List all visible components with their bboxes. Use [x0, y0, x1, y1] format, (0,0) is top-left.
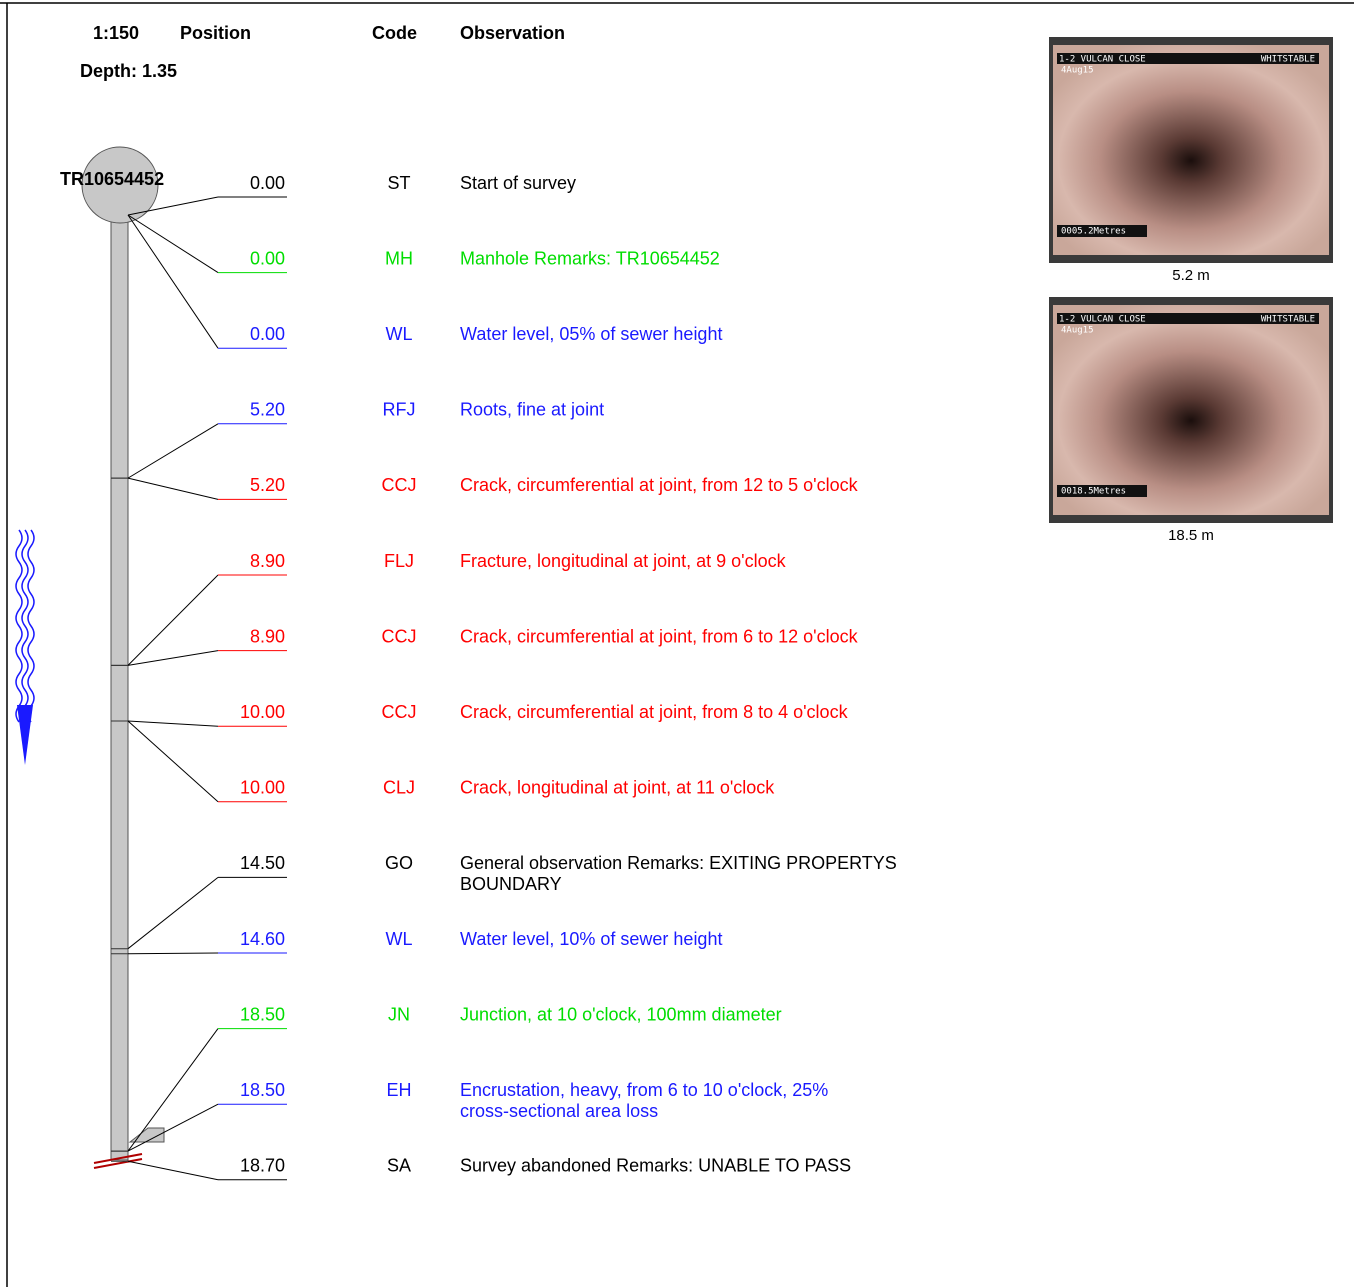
- code: MH: [385, 248, 413, 268]
- code: RFJ: [383, 400, 416, 420]
- abandon-mark: [93, 1153, 143, 1164]
- leader-line: [127, 952, 219, 955]
- osd-bar: [1057, 53, 1319, 64]
- observation: Manhole Remarks: TR10654452: [460, 248, 720, 268]
- observation: Junction, at 10 o'clock, 100mm diameter: [460, 1004, 782, 1024]
- position: 18.50: [240, 1080, 285, 1100]
- observation: Water level, 05% of sewer height: [460, 324, 722, 344]
- position: 14.60: [240, 929, 285, 949]
- leader-line: [127, 214, 219, 349]
- position: 0.00: [250, 173, 285, 193]
- osd-date: 4Aug15: [1061, 326, 1094, 336]
- leader-line: [127, 1160, 219, 1181]
- osd-distance: 0005.2Metres: [1061, 227, 1126, 237]
- position-header: Position: [180, 23, 251, 43]
- code: CCJ: [382, 475, 417, 495]
- code-header: Code: [372, 23, 417, 43]
- position: 18.50: [240, 1004, 285, 1024]
- observation: Survey abandoned Remarks: UNABLE TO PASS: [460, 1156, 851, 1176]
- code: WL: [386, 929, 413, 949]
- position: 8.90: [250, 551, 285, 571]
- osd-town: WHITSTABLE: [1261, 315, 1315, 325]
- leader-line: [127, 423, 219, 479]
- code: ST: [387, 173, 410, 193]
- position: 10.00: [240, 702, 285, 722]
- position: 10.00: [240, 778, 285, 798]
- code: CLJ: [383, 778, 415, 798]
- position: 8.90: [250, 626, 285, 646]
- leader-line: [127, 650, 219, 666]
- osd-distance: 0018.5Metres: [1061, 487, 1126, 497]
- code: JN: [388, 1004, 410, 1024]
- code: FLJ: [384, 551, 414, 571]
- scale: 1:150: [93, 23, 139, 43]
- leader-line: [127, 1028, 219, 1152]
- observation: Fracture, longitudinal at joint, at 9 o'…: [460, 551, 787, 571]
- observation: BOUNDARY: [460, 874, 562, 894]
- depth: Depth: 1.35: [80, 61, 177, 81]
- osd-street: 1-2 VULCAN CLOSE: [1059, 315, 1146, 325]
- position: 18.70: [240, 1156, 285, 1176]
- osd-street: 1-2 VULCAN CLOSE: [1059, 55, 1146, 65]
- code: GO: [385, 853, 413, 873]
- observation-header: Observation: [460, 23, 565, 43]
- leader-line: [127, 720, 219, 803]
- leader-line: [127, 477, 219, 500]
- osd-box: [1057, 225, 1147, 237]
- observation: Crack, longitudinal at joint, at 11 o'cl…: [460, 778, 775, 798]
- pipe: [110, 204, 129, 1161]
- observation: General observation Remarks: EXITING PRO…: [460, 853, 897, 873]
- abandon-mark: [93, 1158, 143, 1169]
- observation: Roots, fine at joint: [460, 400, 604, 420]
- observation: Start of survey: [460, 173, 576, 193]
- manhole-label: TR10654452: [60, 169, 164, 189]
- photo-caption: 5.2 m: [1172, 267, 1210, 284]
- leader-line: [127, 574, 219, 666]
- code: CCJ: [382, 626, 417, 646]
- leader-line: [127, 877, 219, 950]
- photo-caption: 18.5 m: [1168, 527, 1214, 544]
- observation: Crack, circumferential at joint, from 8 …: [460, 702, 849, 722]
- code: CCJ: [382, 702, 417, 722]
- code: SA: [387, 1156, 411, 1176]
- osd-date: 4Aug15: [1061, 66, 1094, 76]
- observation: cross-sectional area loss: [460, 1101, 658, 1121]
- leader-line: [127, 214, 219, 274]
- observation: Crack, circumferential at joint, from 12…: [460, 475, 859, 495]
- observation: Water level, 10% of sewer height: [460, 929, 722, 949]
- photo: [1053, 45, 1329, 255]
- position: 5.20: [250, 400, 285, 420]
- leader-line: [127, 720, 219, 727]
- leader-line: [127, 196, 219, 216]
- manhole: [81, 146, 159, 224]
- position: 5.20: [250, 475, 285, 495]
- position: 0.00: [250, 324, 285, 344]
- osd-town: WHITSTABLE: [1261, 55, 1315, 65]
- leader-line: [127, 1103, 219, 1152]
- flow-arrow: [15, 529, 35, 765]
- position: 14.50: [240, 853, 285, 873]
- osd-bar: [1057, 313, 1319, 324]
- osd-box: [1057, 485, 1147, 497]
- code: EH: [386, 1080, 411, 1100]
- code: WL: [386, 324, 413, 344]
- position: 0.00: [250, 248, 285, 268]
- photo: [1053, 305, 1329, 515]
- observation: Crack, circumferential at joint, from 6 …: [460, 626, 859, 646]
- observation: Encrustation, heavy, from 6 to 10 o'cloc…: [460, 1080, 828, 1100]
